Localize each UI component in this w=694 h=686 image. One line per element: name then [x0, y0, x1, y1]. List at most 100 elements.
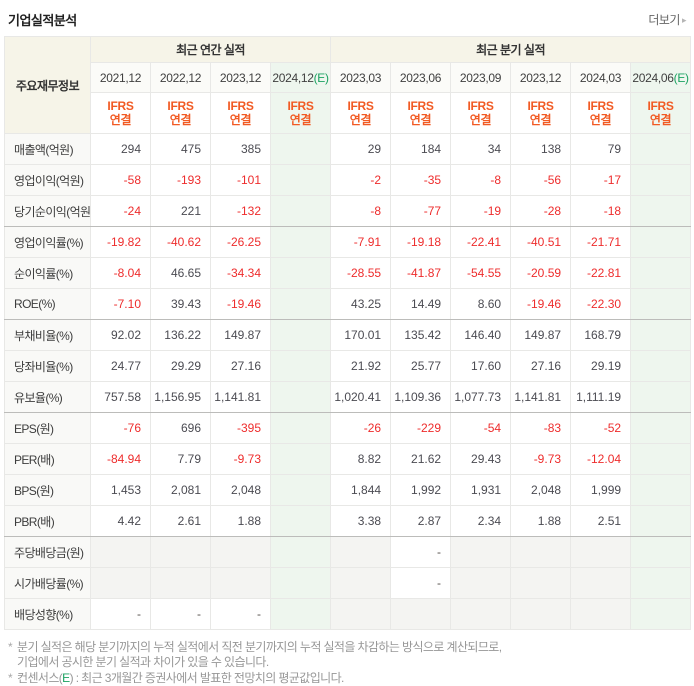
value-cell [630, 412, 692, 444]
value-cell [630, 474, 692, 506]
value-cell [269, 133, 332, 165]
value-cell: -56 [510, 164, 572, 196]
value-cell: 27.16 [210, 350, 271, 382]
value-cell [570, 598, 632, 630]
ifrs-header: IFRS 연결 [450, 92, 512, 134]
value-cell [150, 567, 211, 599]
value-cell: 168.79 [570, 319, 632, 351]
value-cell: -9.73 [510, 443, 572, 475]
more-button[interactable]: 더보기 ▸ [648, 11, 686, 28]
period-label: 2023,09 [459, 70, 502, 85]
table-row: PER(배) -84.94 7.79 -9.73 8.82 21.62 29.43 -9.73… [4, 443, 692, 475]
value-cell [630, 536, 692, 568]
value-cell [630, 443, 692, 475]
value-cell: 79 [570, 133, 632, 165]
value-cell: -40.62 [150, 226, 211, 258]
estimate-mark: E [62, 671, 70, 685]
value-cell: 3.38 [330, 505, 392, 537]
value-cell: -19.18 [390, 226, 452, 258]
value-cell: -21.71 [570, 226, 632, 258]
value-cell: -83 [510, 412, 572, 444]
value-cell: 2,081 [150, 474, 211, 506]
value-cell: -19 [450, 195, 512, 227]
value-cell [630, 195, 692, 227]
table-head: 주요재무정보 최근 연간 실적 최근 분기 실적 2021,12 2022,12 2023… [4, 36, 692, 134]
value-cell: 1.88 [510, 505, 572, 537]
value-cell: 34 [450, 133, 512, 165]
value-cell [269, 474, 332, 506]
value-cell [510, 567, 572, 599]
row-label: 당기순이익(억원) [4, 195, 91, 227]
value-cell: -58 [90, 164, 151, 196]
value-cell: 29.29 [150, 350, 211, 382]
value-cell [269, 381, 332, 413]
value-cell [570, 567, 632, 599]
page-title: 기업실적분석 [8, 13, 77, 28]
row-label: 매출액(억원) [4, 133, 91, 165]
ifrs-line2: 연결 [229, 113, 252, 127]
value-cell [269, 195, 332, 227]
value-cell: -84.94 [90, 443, 151, 475]
ifrs-line2: 연결 [529, 113, 552, 127]
group-header-quarterly: 최근 분기 실적 [330, 36, 692, 63]
period-header: 2024,06(E) [630, 62, 692, 93]
value-cell: -132 [210, 195, 271, 227]
row-label: 당좌비율(%) [4, 350, 91, 382]
value-cell [330, 598, 392, 630]
period-label: 2023,06 [399, 70, 442, 85]
period-header: 2023,03 [330, 62, 392, 93]
value-cell: -34.34 [210, 257, 271, 289]
more-label: 더보기 [648, 13, 680, 27]
value-cell [630, 319, 692, 351]
value-cell: - [150, 598, 211, 630]
ifrs-line1: IFRS [467, 99, 494, 113]
value-cell: 138 [510, 133, 572, 165]
value-cell: 4.42 [90, 505, 151, 537]
value-cell: -35 [390, 164, 452, 196]
value-cell: -2 [330, 164, 392, 196]
value-cell: 46.65 [150, 257, 211, 289]
table-body: 매출액(억원) 294 475 385 29 184 34 138 79 영업이익(억원) -58-… [4, 133, 692, 630]
value-cell: 17.60 [450, 350, 512, 382]
ifrs-line2: 연결 [109, 113, 132, 127]
value-cell [390, 598, 452, 630]
row-label: PER(배) [4, 443, 91, 475]
asterisk-icon: * [8, 671, 13, 685]
period-label: 2023,03 [339, 70, 382, 85]
estimate-mark: (E) [673, 70, 689, 85]
value-cell [450, 536, 512, 568]
value-cell: 14.49 [390, 288, 452, 320]
value-cell: -76 [90, 412, 151, 444]
value-cell: 2.51 [570, 505, 632, 537]
value-cell [630, 381, 692, 413]
row-label: 영업이익(억원) [4, 164, 91, 196]
value-cell: -28.55 [330, 257, 392, 289]
table-row: 주당배당금(원) - [4, 536, 692, 568]
table-row: ROE(%) -7.10 39.43 -19.46 43.25 14.49 8.60 -19.… [4, 288, 692, 320]
value-cell [510, 536, 572, 568]
estimate-mark: (E) [313, 70, 329, 85]
period-header: 2023,09 [450, 62, 512, 93]
value-cell [150, 536, 211, 568]
value-cell: 221 [150, 195, 211, 227]
value-cell [269, 350, 332, 382]
value-cell [630, 350, 692, 382]
value-cell: 25.77 [390, 350, 452, 382]
value-cell: 2,048 [510, 474, 572, 506]
ifrs-line1: IFRS [107, 99, 134, 113]
ifrs-line1: IFRS [227, 99, 254, 113]
table-row: EPS(원) -76 696 -395 -26 -229 -54 -83 -52 [4, 412, 692, 444]
value-cell: -26 [330, 412, 392, 444]
value-cell: 1,077.73 [450, 381, 512, 413]
value-cell: 1,020.41 [330, 381, 392, 413]
value-cell: 29.43 [450, 443, 512, 475]
ifrs-header: IFRS 연결 [570, 92, 632, 134]
value-cell [269, 257, 332, 289]
ifrs-header: IFRS 연결 [150, 92, 211, 134]
period-header: 2023,12 [510, 62, 572, 93]
value-cell: 21.62 [390, 443, 452, 475]
table-row: 시가배당률(%) - [4, 567, 692, 599]
ifrs-line1: IFRS [347, 99, 374, 113]
value-cell: 1,844 [330, 474, 392, 506]
value-cell: 1,931 [450, 474, 512, 506]
